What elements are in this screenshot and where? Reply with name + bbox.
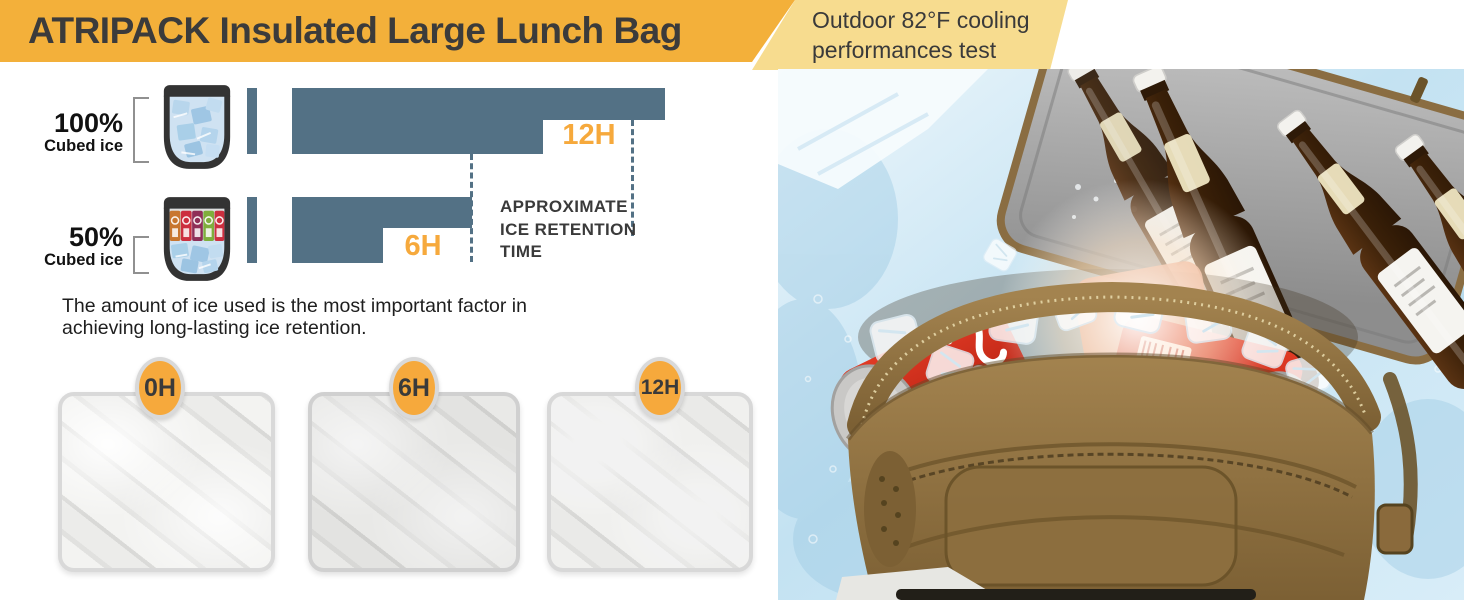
bracket-full [133, 97, 149, 163]
bracket-half [133, 236, 149, 274]
category-label-100: 100% Cubed ice [28, 108, 123, 155]
bar-50-cubed-ice [292, 197, 472, 263]
test-condition-line2: performances test [812, 37, 997, 63]
test-condition-text: Outdoor 82°F cooling performances test [812, 5, 1030, 65]
product-photo [778, 69, 1464, 600]
time-badge-0h: 0H [135, 357, 185, 419]
chart-note-line1: APPROXIMATE [500, 197, 628, 216]
description-line1: The amount of ice used is the most impor… [62, 295, 527, 317]
test-condition-label: Outdoor 82°F cooling performances test [752, 0, 1068, 70]
ice-photo-6h [308, 392, 520, 572]
title-banner: ATRIPACK Insulated Large Lunch Bag [0, 0, 795, 62]
ice-photo-12h [547, 392, 753, 572]
percent-sublabel: Cubed ice [44, 251, 123, 269]
axis-tick [247, 88, 257, 154]
bar-value-label-6h: 6H [404, 230, 442, 262]
chart-note: APPROXIMATE ICE RETENTION TIME [500, 196, 637, 264]
chart-note-line2: ICE RETENTION [500, 219, 637, 239]
page-title: ATRIPACK Insulated Large Lunch Bag [28, 10, 682, 51]
cooler-bag-full-ice-icon [163, 85, 231, 169]
dashed-reference-line-6h [470, 154, 473, 262]
percent-label: 50% [68, 222, 123, 252]
time-badge-6h: 6H [389, 357, 439, 419]
ice-photo-0h [58, 392, 275, 572]
dashed-reference-line-12h [631, 120, 634, 236]
description-line2: achieving long-lasting ice retention. [62, 317, 367, 339]
chart-note-line3: TIME [500, 242, 543, 261]
percent-label: 100% [53, 108, 123, 138]
percent-sublabel: Cubed ice [44, 137, 123, 155]
description-paragraph: The amount of ice used is the most impor… [62, 295, 527, 339]
test-condition-line1: Outdoor 82°F cooling [812, 7, 1030, 33]
category-label-50: 50% Cubed ice [28, 222, 123, 269]
bar-value-label-12h: 12H [562, 119, 616, 151]
cooler-bag-half-ice-icon [163, 197, 231, 281]
axis-tick [247, 197, 257, 263]
bar-100-cubed-ice [292, 88, 665, 154]
time-badge-12h: 12H [635, 357, 685, 419]
